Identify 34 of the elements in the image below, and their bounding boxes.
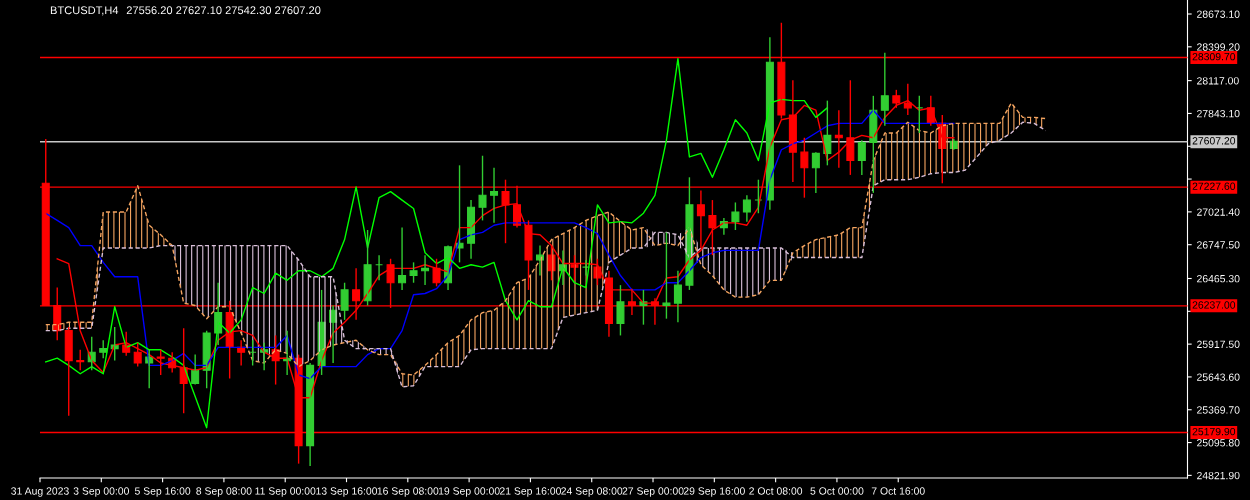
x-tick-label: 27 Sep 00:00 [622,487,684,497]
chart-subtitle: 27556.20 27627.10 27542.30 27607.20 [126,6,321,15]
x-tick-label: 29 Sep 16:00 [683,487,745,497]
ref-line-label: 27607.20 [1192,137,1236,145]
x-tick-label: 11 Sep 00:00 [255,487,316,497]
x-tick-label: 8 Sep 08:00 [196,487,252,497]
y-tick-label: 27843.10 [1197,109,1240,118]
x-tick-label: 31 Aug 2023 [11,487,69,497]
y-tick-label: 27021.40 [1197,208,1240,216]
y-tick-label: 25917.50 [1197,340,1240,348]
x-tick-label: 5 Oct 00:00 [810,487,864,495]
chart-title: BTCUSDT,H4 [50,6,119,16]
ref-line-label: 27227.60 [1192,182,1236,190]
ref-line-label: 25179.90 [1192,427,1236,436]
x-tick-label: 19 Sep 00:00 [438,487,500,497]
x-tick-label: 2 Oct 08:00 [749,487,803,495]
y-tick-label: 28399.20 [1197,43,1240,51]
x-tick-label: 21 Sep 16:00 [499,487,561,497]
ref-line-label: 28309.70 [1192,52,1236,61]
x-tick-label: 24 Sep 08:00 [561,487,623,497]
y-tick-label: 25369.70 [1197,406,1240,414]
x-tick-label: 5 Sep 16:00 [134,487,191,497]
y-tick-label: 25095.80 [1197,439,1240,447]
x-tick-label: 13 Sep 16:00 [316,487,378,497]
y-tick-label: 28673.10 [1197,10,1240,18]
x-tick-label: 3 Sep 00:00 [73,487,129,497]
y-tick-label: 24821.90 [1197,471,1240,480]
y-tick-label: 25643.60 [1197,373,1240,381]
y-tick-label: 28117.00 [1197,77,1239,85]
y-tick-label: 26747.50 [1197,241,1240,249]
y-tick-label: 26465.30 [1197,275,1240,283]
x-tick-label: 16 Sep 08:00 [377,487,439,497]
x-tick-label: 7 Oct 16:00 [871,487,925,495]
ref-line-label: 26237.00 [1192,301,1236,309]
